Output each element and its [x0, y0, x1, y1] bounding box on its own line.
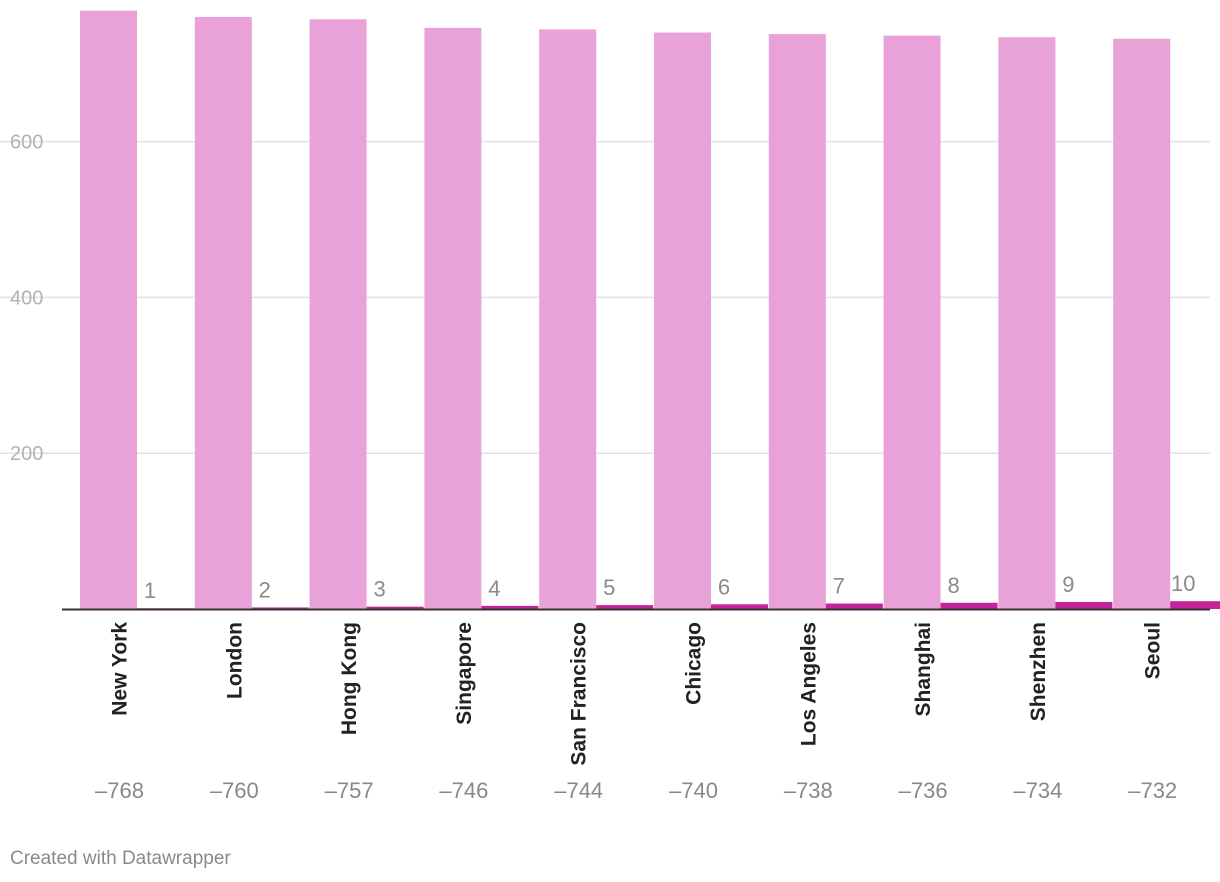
bar-rank: [366, 606, 424, 609]
bar-total: [194, 16, 252, 609]
value-label: –744: [554, 778, 603, 803]
bar-total: [80, 10, 137, 609]
category-label: Singapore: [453, 622, 476, 725]
bar-rank: [825, 603, 883, 609]
bar-rank: [596, 605, 654, 609]
category-labels: New York London Hong Kong Singapore San Fran…: [109, 622, 1165, 766]
y-tick-label: 600: [10, 132, 43, 154]
bar-total: [539, 29, 597, 609]
bar-total: [768, 34, 826, 609]
rank-label: 6: [718, 574, 730, 599]
category-label: Seoul: [1142, 622, 1165, 679]
rank-label: 1: [144, 578, 156, 603]
bar-rank: [1055, 601, 1113, 609]
rank-label: 4: [488, 576, 500, 601]
footer-credit: Created with Datawrapper: [10, 848, 231, 869]
bar-rank: [711, 604, 768, 609]
bar-total: [883, 35, 941, 609]
bar-rank: [940, 602, 998, 609]
category-label: San Francisco: [568, 622, 591, 766]
category-label: Chicago: [683, 622, 706, 705]
bar-total: [309, 19, 367, 610]
y-tick-label: 400: [10, 287, 43, 309]
bars: [80, 10, 1220, 610]
value-label: –768: [95, 778, 144, 803]
bar-rank: [481, 605, 539, 609]
rank-label: 10: [1171, 571, 1195, 596]
value-label: –746: [439, 778, 488, 803]
rank-label: 9: [1062, 572, 1074, 597]
category-label: Shenzhen: [1027, 622, 1050, 721]
rank-label: 8: [947, 573, 959, 598]
bar-total: [654, 32, 711, 610]
bar-total: [998, 37, 1056, 610]
value-label: –738: [784, 778, 833, 803]
value-label: –732: [1128, 778, 1177, 803]
y-tick-label: 200: [10, 443, 43, 465]
y-axis-tick-labels: 200 400 600: [10, 132, 43, 466]
value-label: –736: [899, 778, 948, 803]
rank-label: 2: [259, 577, 271, 602]
rank-label: 3: [373, 577, 385, 602]
category-label: New York: [109, 622, 132, 716]
category-label: London: [223, 622, 246, 699]
rank-labels: 1 2 3 4 5 6 7 8 9 10: [141, 569, 1198, 606]
value-labels: –768 –760 –757 –746 –744 –740 –738 –736 –734 –732: [95, 778, 1177, 803]
category-label: Los Angeles: [797, 622, 820, 746]
rank-label: 5: [603, 575, 615, 600]
bar-rank: [251, 607, 309, 609]
category-label: Shanghai: [912, 622, 935, 717]
value-label: –734: [1013, 778, 1062, 803]
bar-rank: [1170, 601, 1220, 609]
value-label: –757: [325, 778, 374, 803]
bar-total: [1113, 38, 1171, 610]
rank-label: 7: [833, 574, 845, 599]
value-label: –740: [669, 778, 718, 803]
bar-total: [424, 27, 482, 609]
category-label: Hong Kong: [338, 622, 361, 735]
value-label: –760: [210, 778, 259, 803]
